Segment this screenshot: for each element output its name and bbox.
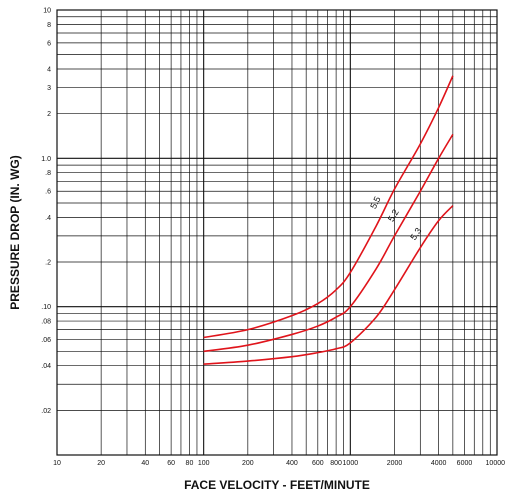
x-tick-label: 100 [198, 460, 210, 467]
y-tick-labels: 10 8 6 4 3 2 1.0 .8 .6 .4 .2 .10 .08 .06 .04 .02 [41, 8, 51, 415]
x-tick-label: 4000 [431, 460, 447, 467]
y-tick-label: .06 [41, 337, 51, 344]
y-tick-label: 10 [43, 8, 51, 15]
x-tick-label: 40 [141, 460, 149, 467]
x-tick-label: 1000 [343, 460, 359, 467]
y-tick-label: .4 [45, 215, 51, 222]
y-tick-label: 4 [47, 67, 51, 74]
x-tick-label: 80 [186, 460, 194, 467]
y-tick-label: .02 [41, 408, 51, 415]
x-tick-label: 20 [97, 460, 105, 467]
curve-5-2 [203, 133, 454, 353]
curve-label: 5.2 [386, 208, 401, 224]
x-tick-label: 10 [53, 460, 61, 467]
plot-frame [56, 9, 498, 456]
y-tick-label: 3 [47, 85, 51, 92]
y-axis-title: PRESSURE DROP (IN. WG) [8, 155, 22, 309]
x-tick-label: 400 [286, 460, 298, 467]
y-tick-label: .6 [45, 189, 51, 196]
x-tick-label: 200 [242, 460, 254, 467]
curve-5-5 [203, 75, 454, 339]
x-tick-label: 10000 [486, 460, 506, 467]
x-tick-label: 6000 [457, 460, 473, 467]
curve-label: 5.5 [368, 195, 383, 211]
y-tick-label: .2 [45, 260, 51, 267]
y-tick-label: 6 [47, 40, 51, 47]
y-tick-label: .04 [41, 363, 51, 370]
x-tick-labels: 10 20 40 60 80 100 200 400 600 800 1000 2000 4000 600… [53, 460, 505, 467]
curves [203, 75, 454, 365]
x-tick-label: 800 [330, 460, 342, 467]
y-tick-label: 8 [47, 22, 51, 29]
x-tick-label: 60 [167, 460, 175, 467]
curve-5-3 [203, 205, 454, 365]
y-tick-label: .10 [41, 304, 51, 311]
grid [57, 10, 497, 455]
y-tick-label: .8 [45, 170, 51, 177]
y-tick-label: .08 [41, 319, 51, 326]
x-tick-label: 2000 [387, 460, 403, 467]
x-axis-title: FACE VELOCITY - FEET/MINUTE [184, 478, 370, 492]
curve-label: 5.3 [408, 226, 423, 242]
x-tick-label: 600 [312, 460, 324, 467]
y-tick-label: 1.0 [41, 156, 51, 163]
y-tick-label: 2 [47, 111, 51, 118]
